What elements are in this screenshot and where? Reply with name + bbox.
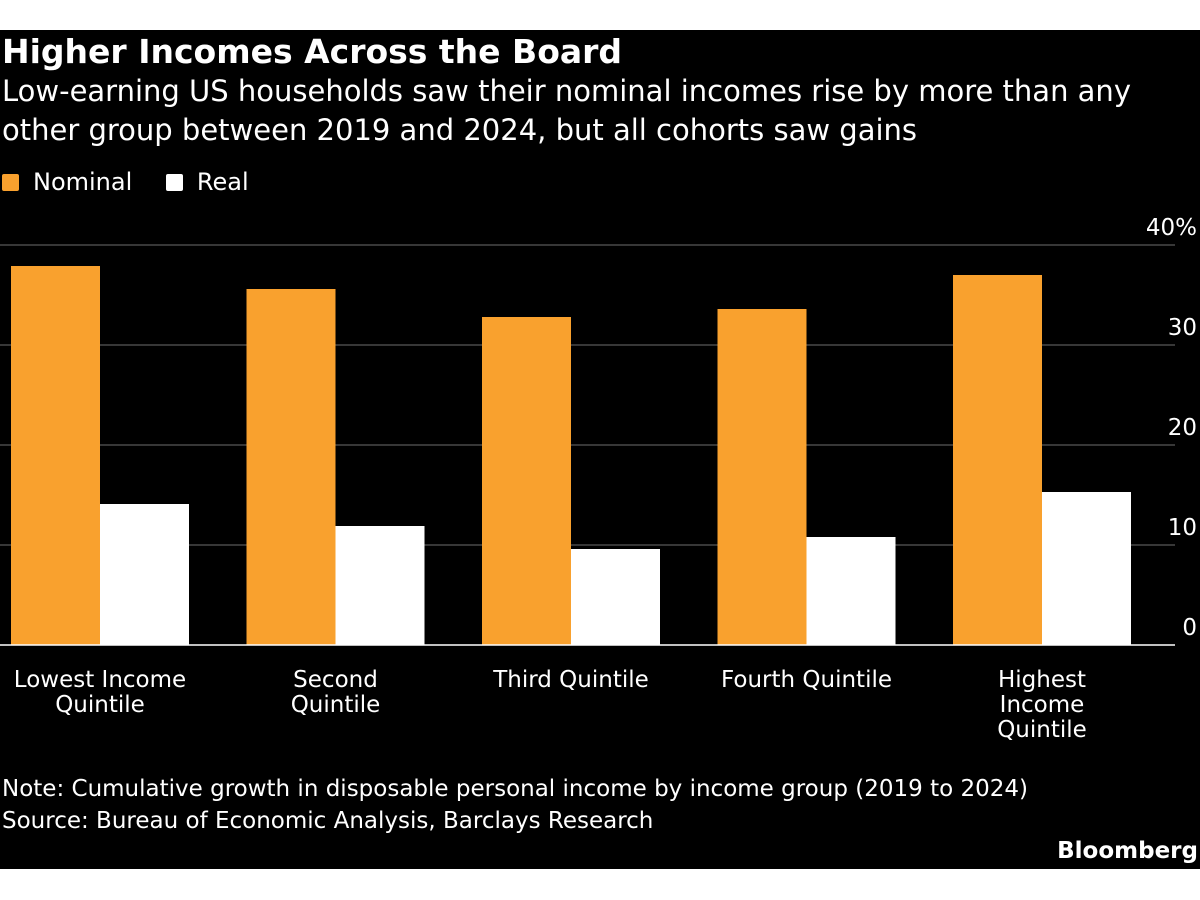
x-tick-label: Second Quintile bbox=[291, 667, 381, 718]
bar-nominal bbox=[953, 275, 1042, 645]
y-tick-label: 30 bbox=[1168, 315, 1197, 341]
y-tick-label: 20 bbox=[1168, 415, 1197, 441]
y-tick-label: 40% bbox=[1146, 215, 1197, 241]
brand-logo: Bloomberg bbox=[1057, 838, 1198, 864]
bar-real bbox=[1042, 492, 1131, 645]
bar-real bbox=[100, 504, 189, 645]
x-tick-label: Third Quintile bbox=[492, 667, 649, 693]
y-tick-label: 0 bbox=[1182, 615, 1197, 641]
chart-subtitle: Low-earning US households saw their nomi… bbox=[2, 74, 1131, 147]
y-tick-label: 10 bbox=[1168, 515, 1197, 541]
x-tick-label: Fourth Quintile bbox=[721, 667, 892, 693]
bar-real bbox=[335, 526, 425, 645]
bar-nominal bbox=[717, 309, 807, 645]
bar-nominal bbox=[11, 266, 100, 645]
chart-note: Note: Cumulative growth in disposable pe… bbox=[2, 776, 1028, 802]
bar-nominal bbox=[246, 289, 336, 645]
legend-item-real: Real bbox=[165, 168, 249, 196]
legend-item-nominal: Nominal bbox=[2, 168, 132, 196]
bar-nominal bbox=[482, 317, 571, 645]
bar-real bbox=[571, 549, 660, 645]
legend-swatch-real bbox=[165, 173, 183, 191]
chart-frame: Higher Incomes Across the Board Low-earn… bbox=[0, 30, 1200, 869]
bar-real bbox=[806, 537, 896, 645]
x-tick-label: Lowest Income Quintile bbox=[14, 667, 186, 718]
legend: Nominal Real bbox=[2, 168, 275, 197]
x-tick-label: Highest Income Quintile bbox=[997, 667, 1087, 743]
legend-swatch-nominal bbox=[2, 173, 19, 191]
chart-title: Higher Incomes Across the Board bbox=[2, 32, 623, 71]
legend-label-real: Real bbox=[196, 168, 249, 196]
legend-label-nominal: Nominal bbox=[33, 168, 133, 196]
bar-chart: 0 10 20 30 40% Lowest Income Quintile Second Qui… bbox=[0, 215, 1197, 743]
chart-source: Source: Bureau of Economic Analysis, Bar… bbox=[2, 808, 654, 834]
